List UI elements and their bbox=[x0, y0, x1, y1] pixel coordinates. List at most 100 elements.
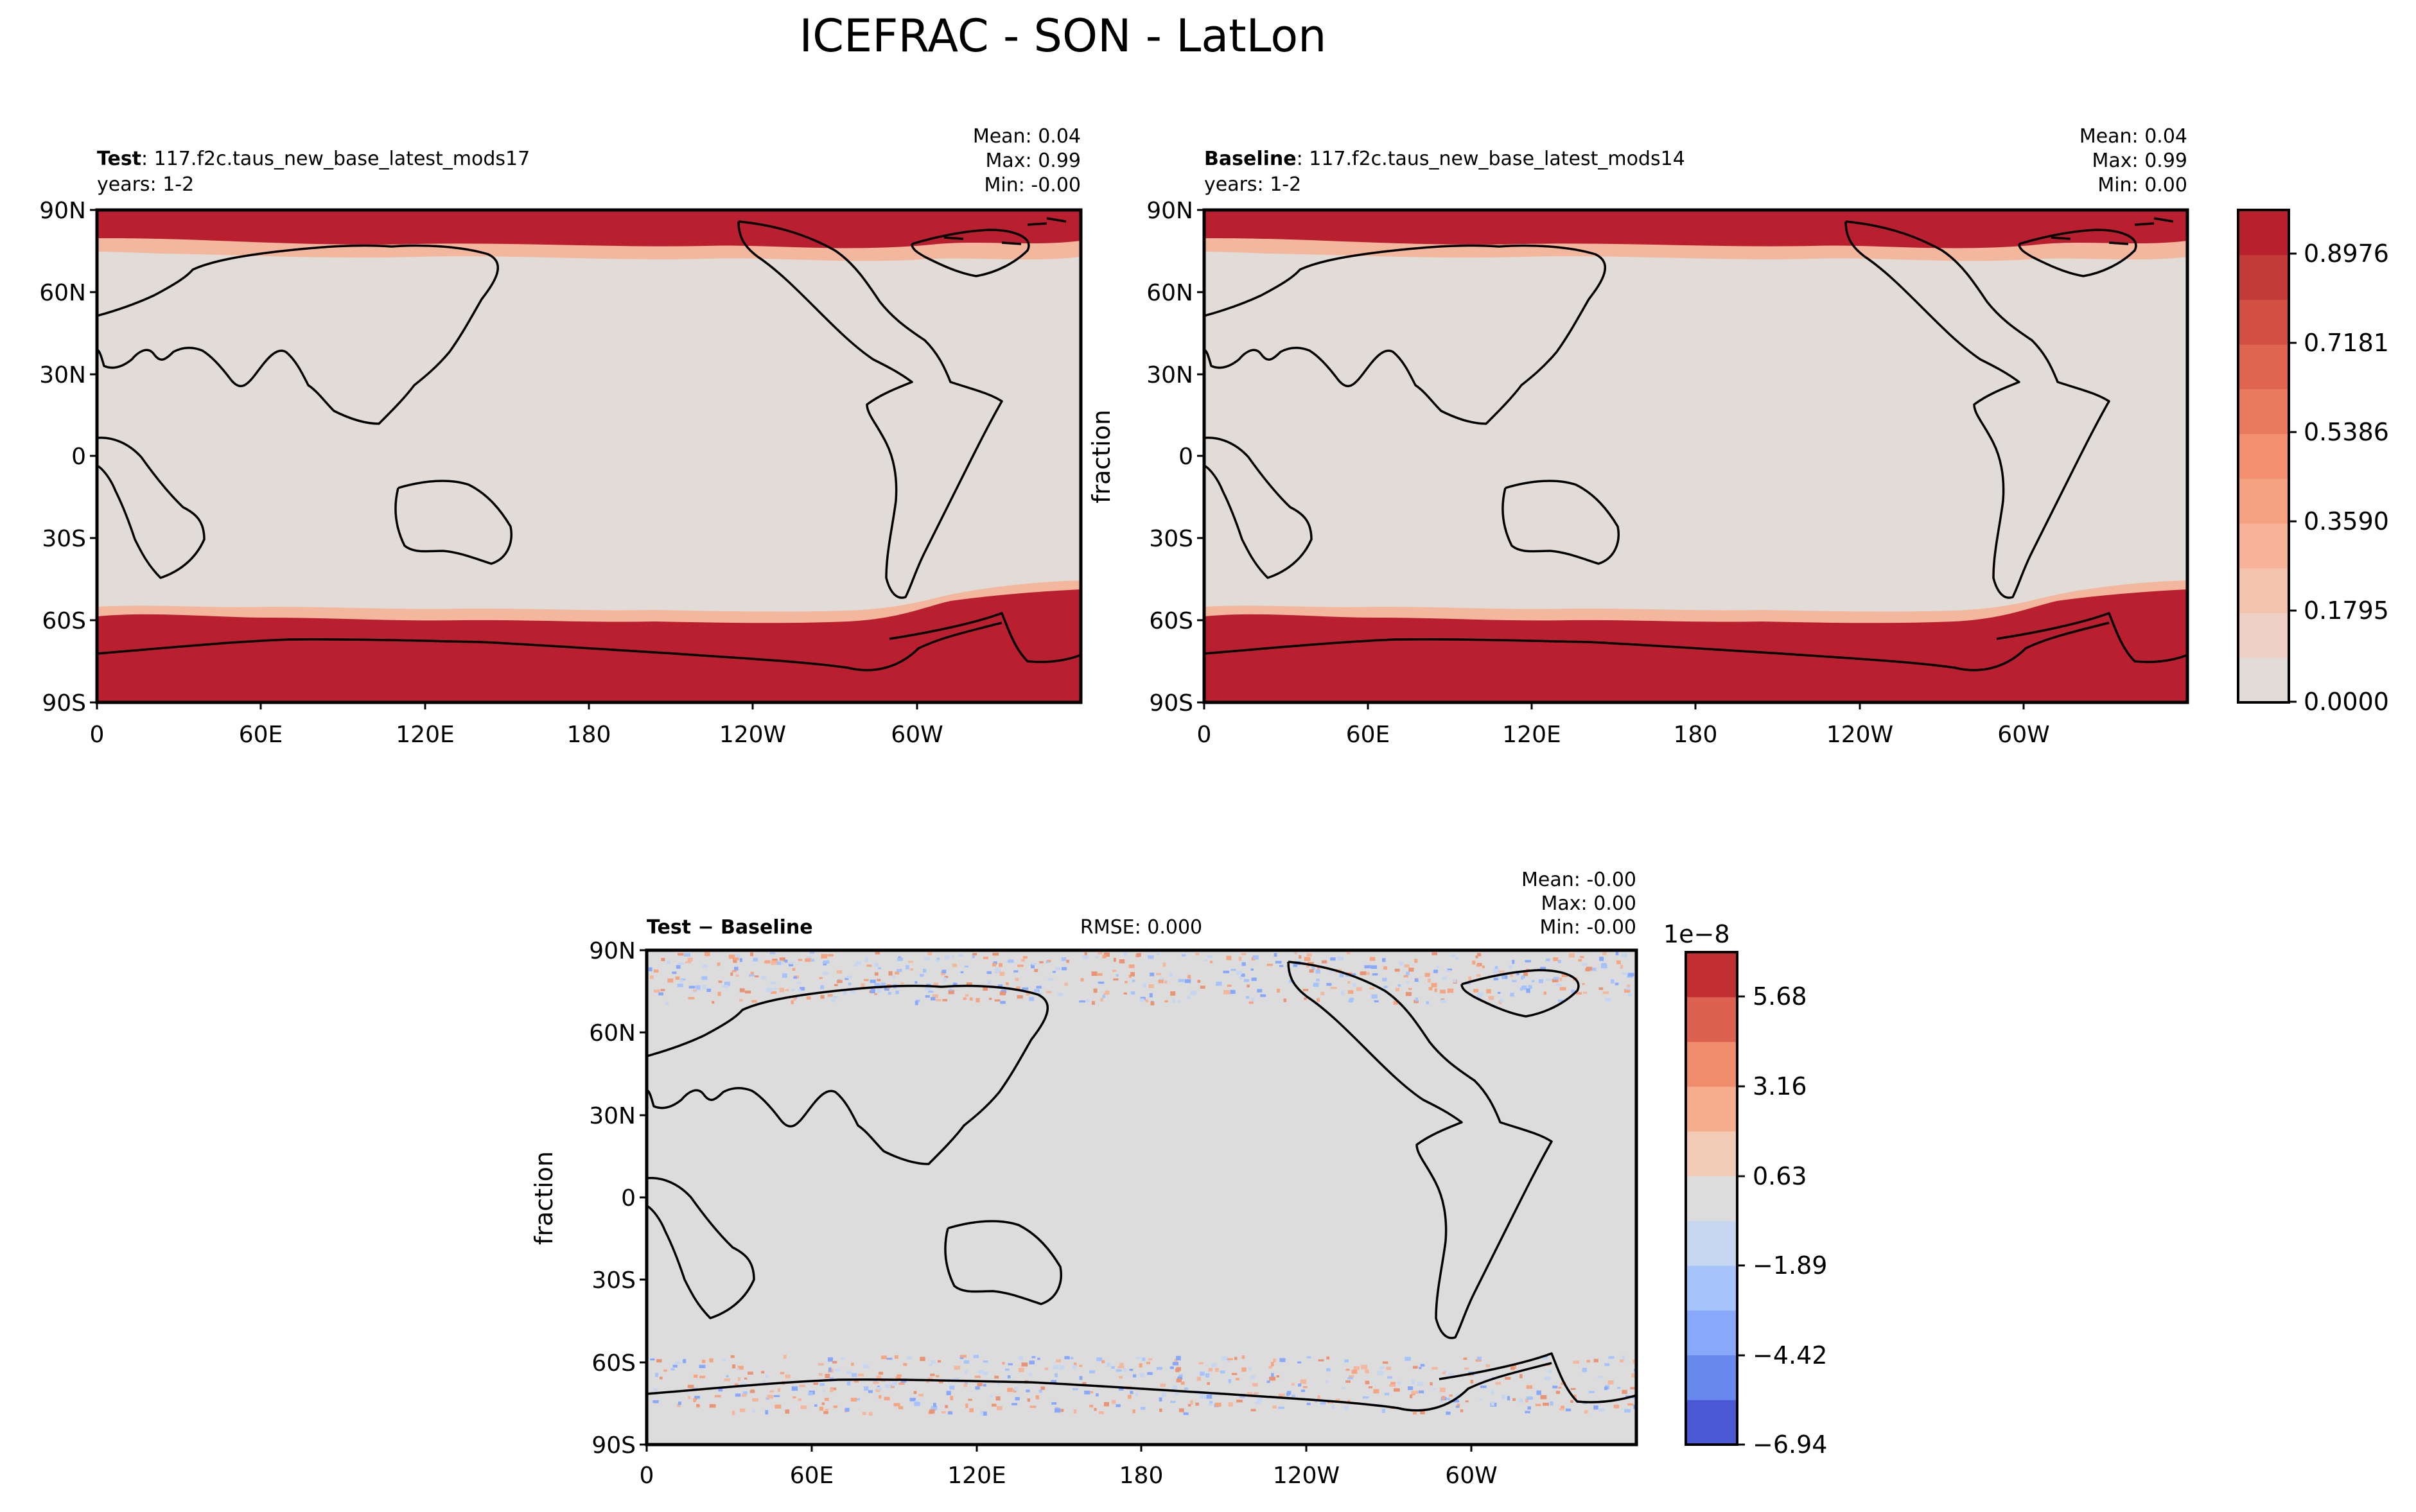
diff-noise-speck bbox=[950, 1396, 954, 1400]
diff-noise-speck bbox=[1384, 1393, 1390, 1396]
diff-noise-speck bbox=[762, 1380, 766, 1384]
diff-noise-speck bbox=[1139, 1363, 1142, 1368]
diff-noise-speck bbox=[648, 967, 652, 971]
baseline-arctic-ice bbox=[1204, 210, 2187, 248]
diff-noise-speck bbox=[806, 996, 811, 1000]
diff-label: Test − Baseline bbox=[647, 916, 813, 939]
diff-noise-speck bbox=[1052, 971, 1056, 973]
diff-noise-speck bbox=[1139, 998, 1144, 1002]
diff-noise-speck bbox=[1627, 993, 1633, 997]
diff-noise-speck bbox=[735, 1393, 741, 1397]
diff-noise-speck bbox=[1197, 980, 1201, 983]
fraction-colorbar-band-4 bbox=[2238, 478, 2289, 524]
diff-noise-speck bbox=[1247, 984, 1250, 987]
diff-noise-speck bbox=[930, 1373, 935, 1377]
diff-noise-speck bbox=[995, 969, 1001, 973]
fraction-colorbar-tick-0: 0.8976 bbox=[2304, 239, 2389, 268]
diff-noise-speck bbox=[1453, 979, 1457, 983]
diff-xtick-60e: 60E bbox=[790, 1463, 834, 1489]
diff-colorbar-band-6 bbox=[1686, 1131, 1737, 1177]
diff-noise-speck bbox=[777, 1387, 781, 1392]
diff-noise-speck bbox=[1519, 987, 1523, 991]
diff-noise-speck bbox=[924, 986, 931, 991]
diff-noise-speck bbox=[1599, 957, 1604, 961]
diff-noise-speck bbox=[1140, 1407, 1146, 1410]
diff-noise-speck bbox=[1568, 953, 1575, 958]
diff-noise-speck bbox=[1135, 1393, 1139, 1396]
diff-noise-speck bbox=[1098, 1411, 1104, 1414]
baseline-ytick-0: 0 bbox=[1178, 444, 1193, 470]
diff-noise-speck bbox=[1446, 969, 1451, 972]
diff-noise-speck bbox=[1508, 965, 1513, 969]
diff-noise-speck bbox=[1368, 1386, 1373, 1389]
diff-noise-speck bbox=[1497, 991, 1501, 994]
fraction-colorbar-ticks: 0.8976 0.7181 0.5386 0.3590 0.1795 0.000… bbox=[2289, 239, 2389, 716]
diff-noise-speck bbox=[1406, 981, 1410, 984]
diff-noise-speck bbox=[1136, 953, 1141, 957]
diff-noise-speck bbox=[1021, 1362, 1028, 1367]
diff-noise-speck bbox=[1348, 1000, 1354, 1003]
diff-noise-speck bbox=[932, 994, 938, 998]
diff-noise-speck bbox=[1190, 991, 1197, 995]
diff-noise-speck bbox=[868, 1412, 873, 1416]
diff-noise-speck bbox=[1176, 1378, 1182, 1383]
fraction-colorbar-band-6 bbox=[2238, 388, 2289, 435]
diff-noise-speck bbox=[1365, 1369, 1369, 1374]
diff-noise-speck bbox=[1418, 1390, 1424, 1394]
diff-noise-speck bbox=[1526, 988, 1530, 993]
diff-noise-speck bbox=[1286, 1392, 1290, 1396]
diff-noise-speck bbox=[687, 957, 693, 962]
diff-map-plot bbox=[647, 950, 1636, 1445]
diff-ytick-90s: 90S bbox=[591, 1432, 636, 1459]
diff-noise-speck bbox=[1117, 1366, 1125, 1369]
diff-noise-speck bbox=[701, 976, 708, 980]
diff-noise-speck bbox=[1540, 1395, 1547, 1400]
diff-noise-speck bbox=[1528, 985, 1532, 989]
diff-noise-speck bbox=[1164, 980, 1168, 984]
diff-noise-speck bbox=[1326, 1356, 1330, 1360]
diff-noise-speck bbox=[1448, 1373, 1454, 1376]
diff-noise-speck bbox=[1316, 978, 1320, 982]
diff-noise-speck bbox=[1148, 1358, 1153, 1360]
test-antarctic-ice bbox=[97, 589, 1081, 702]
diff-noise-speck bbox=[1353, 1366, 1360, 1370]
diff-noise-speck bbox=[1531, 980, 1535, 982]
diff-noise-speck bbox=[1132, 979, 1135, 982]
diff-noise-speck bbox=[1573, 1395, 1577, 1399]
baseline-ytick-60n: 60N bbox=[1146, 280, 1193, 306]
diff-noise-speck bbox=[983, 957, 988, 959]
diff-noise-speck bbox=[1148, 984, 1154, 988]
diff-noise-speck bbox=[886, 1357, 893, 1360]
diff-noise-speck bbox=[1476, 964, 1480, 967]
diff-noise-speck bbox=[724, 1378, 731, 1382]
diff-noise-speck bbox=[1149, 993, 1153, 998]
diff-noise-speck bbox=[1147, 1372, 1153, 1375]
diff-noise-speck bbox=[952, 963, 958, 968]
diff-noise-speck bbox=[1511, 1365, 1516, 1369]
diff-noise-speck bbox=[1279, 1358, 1286, 1362]
diff-noise-speck bbox=[805, 959, 809, 962]
test-xtick-60w: 60W bbox=[891, 722, 943, 748]
diff-noise-speck bbox=[670, 1368, 675, 1371]
diff-noise-speck bbox=[857, 1373, 864, 1377]
diff-noise-speck bbox=[1070, 1357, 1074, 1359]
diff-noise-speck bbox=[1059, 1365, 1065, 1370]
diff-noise-speck bbox=[1051, 1380, 1057, 1384]
diff-noise-speck bbox=[1031, 964, 1035, 969]
diff-noise-speck bbox=[951, 955, 955, 958]
diff-noise-speck bbox=[1552, 1386, 1558, 1389]
diff-noise-speck bbox=[1344, 1359, 1349, 1363]
diff-noise-speck bbox=[785, 989, 789, 991]
diff-noise-speck bbox=[1195, 1402, 1199, 1406]
diff-noise-speck bbox=[799, 1384, 805, 1387]
diff-noise-speck bbox=[1074, 1362, 1077, 1366]
diff-noise-speck bbox=[744, 990, 751, 994]
diff-noise-speck bbox=[1447, 1398, 1450, 1400]
diff-noise-speck bbox=[1608, 1356, 1615, 1359]
test-ytick-30n: 30N bbox=[39, 362, 86, 388]
fraction-colorbar-frame bbox=[2237, 209, 2290, 704]
diff-noise-speck bbox=[1525, 1411, 1530, 1414]
diff-noise-speck bbox=[1463, 1357, 1467, 1360]
diff-noise-speck bbox=[1330, 957, 1336, 961]
diff-noise-speck bbox=[1035, 1395, 1040, 1400]
